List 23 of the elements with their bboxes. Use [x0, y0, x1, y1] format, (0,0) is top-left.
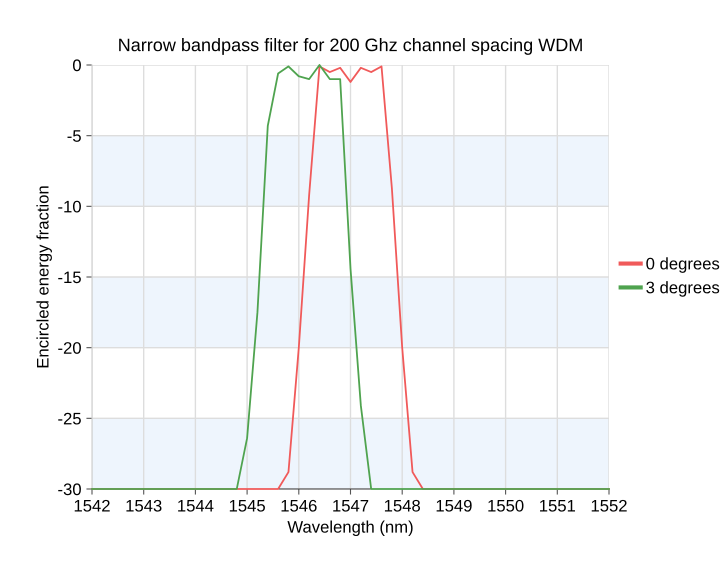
- chart-title: Narrow bandpass filter for 200 Ghz channel spacing WDM: [119, 38, 582, 55]
- y-tick-label: -25: [58, 412, 81, 425]
- legend-label: 0 degrees: [646, 257, 720, 273]
- y-tick-label: -5: [68, 130, 81, 142]
- x-tick-label: 1550: [488, 500, 524, 512]
- x-tick-label: 1543: [126, 500, 162, 512]
- x-tick-label: 1548: [384, 500, 420, 512]
- y-axis-title: Encircled energy fraction: [36, 186, 52, 368]
- y-tick-label: 0: [72, 59, 81, 72]
- y-tick-label: -30: [58, 483, 81, 496]
- x-tick-label: 1546: [282, 500, 317, 512]
- x-tick-label: 1551: [540, 500, 576, 512]
- y-tick-label: -20: [58, 342, 81, 354]
- x-tick-label: 1545: [230, 500, 265, 512]
- legend-label: 3 degrees: [646, 281, 720, 297]
- x-tick-label: 1547: [333, 500, 368, 512]
- y-tick-label: -15: [58, 272, 81, 284]
- y-tick-label: -10: [58, 200, 81, 213]
- x-tick-label: 1552: [592, 500, 627, 512]
- x-tick-label: 1542: [74, 500, 110, 512]
- x-tick-label: 1544: [178, 500, 214, 512]
- x-tick-label: 1549: [436, 500, 472, 512]
- x-axis-title: Wavelength (nm): [287, 520, 413, 536]
